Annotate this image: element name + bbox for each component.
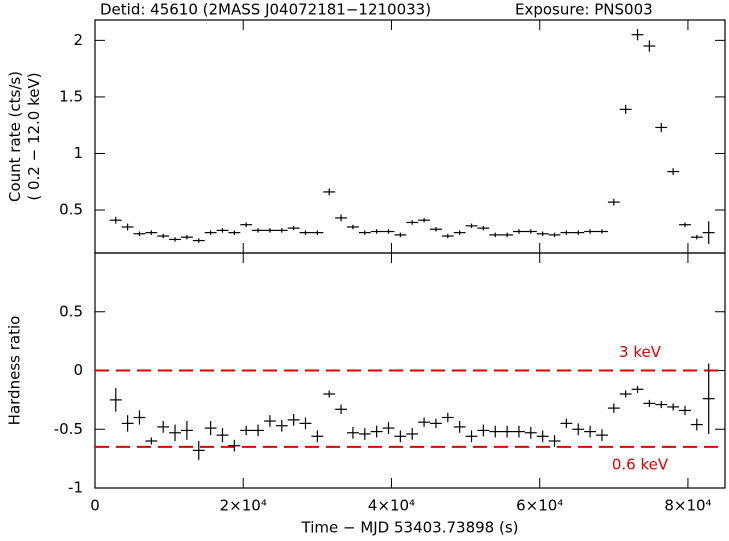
y-tick-label: 1.5 xyxy=(59,87,83,105)
y-axis-label: ( 0.2 − 12.0 keV) xyxy=(25,72,43,200)
y-axis-label: Hardness ratio xyxy=(6,316,24,426)
x-tick-label: 0 xyxy=(90,497,100,515)
y-tick-label: 2 xyxy=(73,31,83,49)
x-tick-label: 6×10⁴ xyxy=(516,497,563,515)
y-tick-label: 0.5 xyxy=(59,302,83,320)
plot-frame xyxy=(94,19,726,254)
x-tick-label: 4×10⁴ xyxy=(368,497,415,515)
reference-label: 0.6 keV xyxy=(612,455,669,473)
reference-label: 3 keV xyxy=(619,343,662,361)
x-tick-label: 2×10⁴ xyxy=(220,497,267,515)
x-tick-label: 8×10⁴ xyxy=(664,497,711,515)
y-tick-label: 1 xyxy=(73,144,83,162)
y-tick-label: -1 xyxy=(68,479,83,497)
y-tick-label: -0.5 xyxy=(54,420,83,438)
y-axis-label: Count rate (cts/s) xyxy=(6,71,24,202)
y-tick-label: 0.5 xyxy=(59,201,83,219)
x-axis-label: Time − MJD 53403.73898 (s) xyxy=(301,519,519,537)
y-tick-label: 0 xyxy=(73,361,83,379)
chart-subtitle: Exposure: PNS003 xyxy=(515,1,653,19)
chart-title: Detid: 45610 (2MASS J04072181−1210033) xyxy=(100,1,431,19)
